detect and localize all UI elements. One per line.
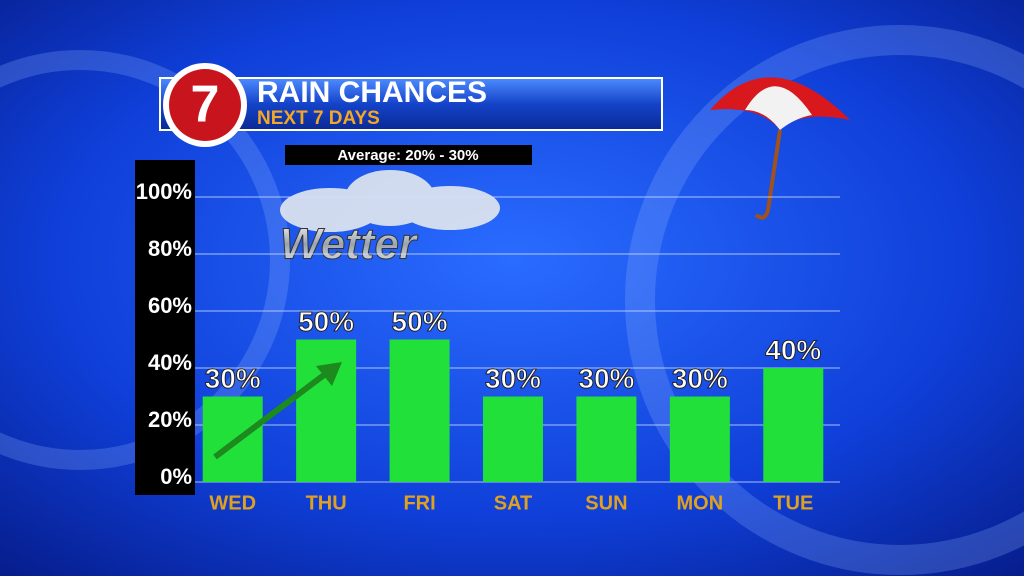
axis-panel bbox=[135, 160, 195, 495]
y-tick-label: 100% bbox=[136, 179, 192, 204]
chart-title: RAIN CHANCES bbox=[257, 76, 487, 109]
y-tick-label: 60% bbox=[148, 293, 192, 318]
value-label: 40% bbox=[765, 334, 821, 365]
bar bbox=[202, 396, 263, 482]
bar bbox=[483, 396, 543, 482]
value-label: 50% bbox=[298, 306, 354, 337]
bar bbox=[389, 339, 450, 482]
umbrella bbox=[710, 77, 850, 220]
x-tick-label: SUN bbox=[585, 492, 627, 514]
y-tick-label: 80% bbox=[148, 236, 192, 261]
annotation: Wetter bbox=[280, 220, 419, 269]
value-label: 30% bbox=[672, 363, 728, 394]
trend-arrow bbox=[213, 362, 342, 460]
logo: 7 bbox=[191, 76, 220, 134]
y-tick-label: 40% bbox=[148, 350, 192, 375]
y-tick-label: 0% bbox=[160, 464, 192, 489]
value-label: 30% bbox=[205, 363, 261, 394]
logo-circle bbox=[169, 69, 241, 141]
x-tick-label: THU bbox=[306, 492, 347, 514]
x-tick-label: SAT bbox=[494, 492, 533, 514]
bar bbox=[296, 339, 357, 482]
bar bbox=[576, 396, 637, 482]
background-decoration bbox=[0, 25, 1024, 575]
x-tick-label: FRI bbox=[403, 492, 435, 514]
chart-subtitle: NEXT 7 DAYS bbox=[257, 108, 380, 129]
x-tick-label: MON bbox=[677, 492, 724, 514]
x-tick-label: TUE bbox=[773, 492, 813, 514]
annotation-box bbox=[285, 145, 532, 165]
bar bbox=[763, 368, 824, 482]
annotation: Average: 20% - 30% bbox=[337, 147, 478, 164]
x-tick-label: WED bbox=[209, 492, 256, 514]
bar bbox=[669, 396, 730, 482]
value-label: 30% bbox=[485, 363, 541, 394]
value-label: 30% bbox=[578, 363, 634, 394]
value-label: 50% bbox=[392, 306, 448, 337]
y-tick-label: 20% bbox=[148, 407, 192, 432]
